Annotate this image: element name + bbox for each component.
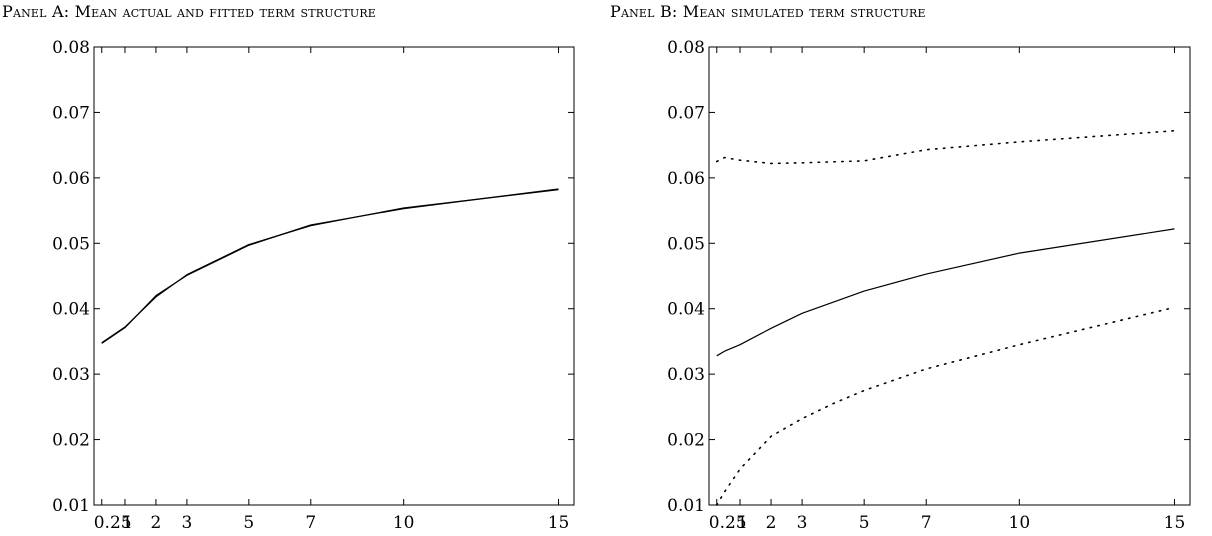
series-line-1 [716,228,1175,357]
y-tick-label: 0.04 [667,300,705,320]
x-tick-label: 1 [122,513,133,533]
x-tick-label: 10 [393,513,415,533]
y-tick-label: 0.05 [667,234,705,254]
panel-a: Panel A: Mean actual and fitted term str… [2,2,575,533]
x-tick-label: 3 [181,513,192,533]
y-tick-label: 0.02 [667,431,705,451]
x-tick-label: 10 [1009,513,1031,533]
x-tick-label: 7 [921,513,932,533]
panel-b: Panel B: Mean simulated term structure 0… [606,0,1212,536]
x-tick-label: 15 [1164,513,1186,533]
plot-frame [93,46,575,506]
x-tick-label: 15 [548,513,570,533]
x-tick-label: 3 [797,513,808,533]
x-tick-label: 0.25 [709,513,747,533]
x-tick-label: 5 [859,513,870,533]
panel-b-chart: 0.01 0.02 0.03 0.04 0.05 0.06 0.07 0.08 0.251 2 3 5… [667,38,1191,533]
y-tick-label: 0.03 [52,365,90,385]
series-line-3 [715,306,1176,506]
y-tick-label: 0.05 [52,234,90,254]
y-tick-label: 0.08 [52,38,90,58]
series-line-1 [101,189,559,344]
y-tick-label: 0.07 [52,103,90,123]
series-line-2 [715,129,1176,165]
y-tick-label: 0.01 [667,496,705,516]
plot-frame [708,46,1191,506]
y-tick-label: 0.06 [52,169,90,189]
series-line-2 [101,188,559,344]
y-tick-label: 0.01 [52,496,90,516]
y-tick-label: 0.07 [667,103,705,123]
x-tick-label: 7 [305,513,316,533]
x-tick-label: 2 [766,513,777,533]
y-tick-label: 0.03 [667,365,705,385]
panel-a-title: Panel A: Mean actual and fitted term str… [2,2,377,21]
y-tick-label: 0.04 [52,300,90,320]
panel-a-chart: 0.01 0.02 0.03 0.04 0.05 0.06 0.07 0.08 0.251 2 3 5… [52,38,575,533]
y-tick-label: 0.02 [52,431,90,451]
x-tick-label: 0.25 [94,513,132,533]
y-tick-label: 0.06 [667,169,705,189]
x-tick-label: 1 [737,513,748,533]
y-tick-label: 0.08 [667,38,705,58]
x-tick-label: 5 [243,513,254,533]
x-tick-label: 2 [151,513,162,533]
panel-b-title: Panel B: Mean simulated term structure [610,2,926,21]
